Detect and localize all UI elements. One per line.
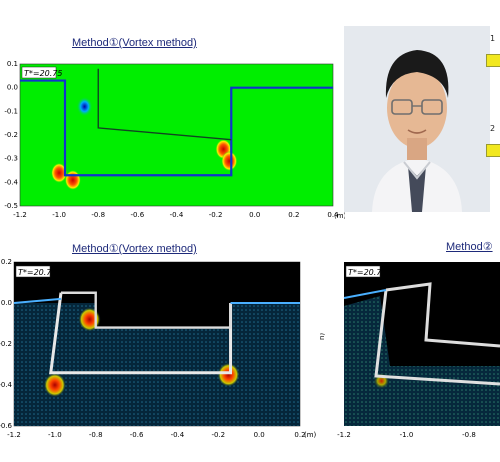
bl-x-tick: -0.2 [211, 431, 225, 439]
top-hotspot [51, 162, 68, 183]
bl-y-tick: -0.6 [0, 422, 13, 430]
top-annotation-box [21, 66, 57, 79]
bl-x-tick: 0.0 [254, 431, 265, 439]
bl-dark-region [14, 262, 300, 328]
br-annotation-box [345, 265, 381, 278]
bl-wall [49, 292, 233, 375]
bottom-right-velocity-chart: T*=20.75 n) -1.2-1.0-0.8-0.6 [320, 262, 500, 439]
top-wall-2 [97, 68, 232, 141]
bl-x-tick: -1.2 [7, 431, 21, 439]
top-x-tick: -0.8 [91, 211, 105, 219]
bl-y-tick: -0.4 [0, 381, 13, 389]
bl-x-tick: -0.4 [171, 431, 185, 439]
bl-surface-left [13, 297, 62, 304]
top-y-tick: 0.1 [7, 60, 18, 68]
top-wall-1 [20, 79, 333, 177]
top-vorticity-chart: T*=20.75 (m) -1.2 -1.0 -0.8 -0.6 -0.4 -0.2 0.0… [4, 60, 345, 220]
bl-x-tick: -1.0 [48, 431, 62, 439]
top-hotspot [64, 169, 81, 190]
top-x-unit: (m) [334, 212, 345, 220]
top-y-tick: -0.3 [4, 155, 18, 163]
bl-x-tick: -0.8 [89, 431, 103, 439]
top-x-tick: -1.2 [13, 211, 27, 219]
top-chart-title: Method①(Vortex method) [72, 37, 197, 49]
br-x-tick: -1.2 [337, 431, 351, 439]
top-x-tick: -0.6 [131, 211, 145, 219]
br-wall-lower [374, 289, 500, 386]
br-annotation: T*=20.75 [348, 268, 387, 277]
yellow-marker-mid [486, 144, 500, 157]
top-hotspot [76, 96, 93, 117]
br-y-label: n) [320, 333, 326, 340]
top-annotation: T*=20.75 [24, 69, 63, 78]
bottom-right-chart-title: Method② [446, 241, 493, 253]
portrait-image [344, 26, 490, 212]
br-surface [343, 289, 387, 299]
bottom-left-velocity-chart: T*=20.75 (m) -1.2 -1.0 -0.8 -0.6 -0.4 -0.2 0.0… [0, 258, 317, 439]
bl-hotspot [217, 362, 240, 387]
side-label-mid: 2 [490, 124, 496, 133]
top-x-tick: -1.0 [52, 211, 66, 219]
top-y-tick: 0.0 [7, 84, 18, 92]
top-x-tick: -0.4 [170, 211, 184, 219]
top-x-tick: 0.0 [249, 211, 260, 219]
top-x-tick: 0.4 [327, 211, 339, 219]
top-y-tick: -0.1 [4, 107, 18, 115]
yellow-marker-top [486, 54, 500, 67]
bottom-left-chart-title: Method①(Vortex method) [72, 243, 197, 255]
bl-annotation: T*=20.75 [18, 268, 57, 277]
bl-x-tick: 0.2 [294, 431, 305, 439]
top-x-tick: 0.2 [288, 211, 299, 219]
top-y-tick: -0.4 [4, 178, 18, 186]
bl-wall-inner [60, 291, 232, 329]
top-y-tick: -0.5 [4, 202, 18, 210]
top-hotspot [221, 151, 238, 172]
top-x-tick: -0.2 [209, 211, 223, 219]
top-y-tick: -0.2 [4, 131, 18, 139]
bl-x-unit: (m) [304, 431, 317, 439]
br-wall-upper [385, 282, 500, 348]
bl-hotspot [43, 373, 66, 397]
portrait-photo [344, 26, 490, 212]
br-x-tick: -1.0 [400, 431, 414, 439]
bl-y-tick: 0.2 [1, 258, 12, 266]
bl-y-tick: -0.2 [0, 340, 12, 348]
bl-y-tick: 0.0 [1, 299, 12, 307]
br-x-tick: -0.8 [462, 431, 476, 439]
bl-x-tick: -0.6 [130, 431, 144, 439]
bl-annotation-box [15, 265, 51, 278]
side-label-top: 1 [490, 34, 496, 43]
